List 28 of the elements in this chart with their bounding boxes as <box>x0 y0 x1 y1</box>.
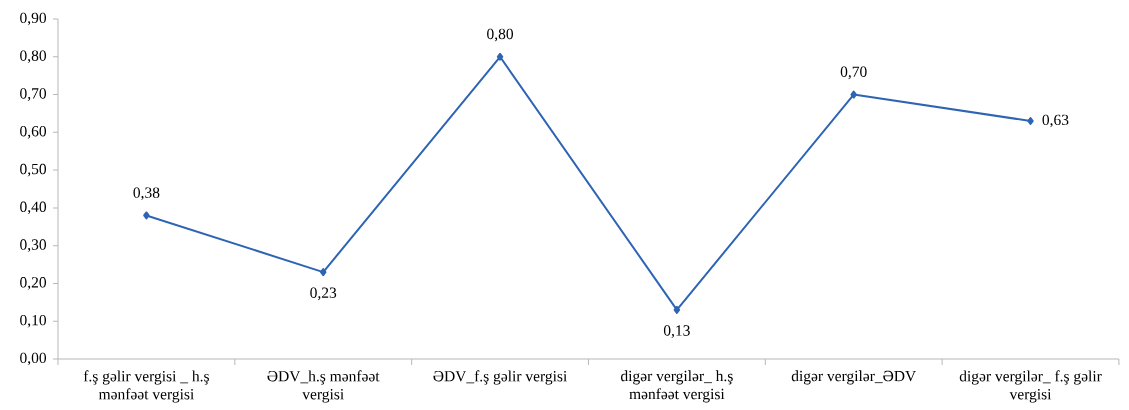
data-label: 0,13 <box>663 325 690 338</box>
y-tick-label: 0,10 <box>20 314 47 328</box>
x-tick-label: digər vergilər_ f.ş gəlir vergisi <box>959 370 1102 403</box>
y-tick-label: 0,90 <box>20 12 47 26</box>
data-label: 0,23 <box>310 287 337 301</box>
x-tick-label: digər vergilər_ƏDV <box>791 370 916 385</box>
point <box>673 305 681 314</box>
y-tick-label: 0,60 <box>20 125 47 139</box>
point <box>319 268 327 277</box>
x-tick-label: f.ş gəlir vergisi _ h.ş mənfəət vergisi <box>83 370 209 403</box>
point <box>496 52 504 61</box>
data-label: 0,80 <box>487 28 514 42</box>
y-tick-label: 0,70 <box>20 88 47 101</box>
y-tick-label: 0,80 <box>20 50 47 64</box>
point <box>143 211 150 220</box>
point <box>850 90 857 99</box>
y-tick-label: 0,40 <box>20 201 47 215</box>
x-tick-label: ƏDV_f.ş gəlir vergisi <box>433 370 567 385</box>
y-tick-label: 0,20 <box>20 277 47 290</box>
y-tick-label: 0,00 <box>20 352 47 366</box>
x-tick-label: ƏDV_h.ş mənfəət vergisi <box>267 370 380 403</box>
y-tick-label: 0,50 <box>20 163 47 177</box>
data-label: 0,63 <box>1042 114 1069 128</box>
y-tick-label: 0,30 <box>20 239 47 253</box>
point <box>1027 117 1034 125</box>
data-label: 0,38 <box>133 187 160 201</box>
x-tick-label: digər vergilər_ h.ş mənfəət vergisi <box>620 370 733 403</box>
data-label: 0,70 <box>840 66 867 80</box>
